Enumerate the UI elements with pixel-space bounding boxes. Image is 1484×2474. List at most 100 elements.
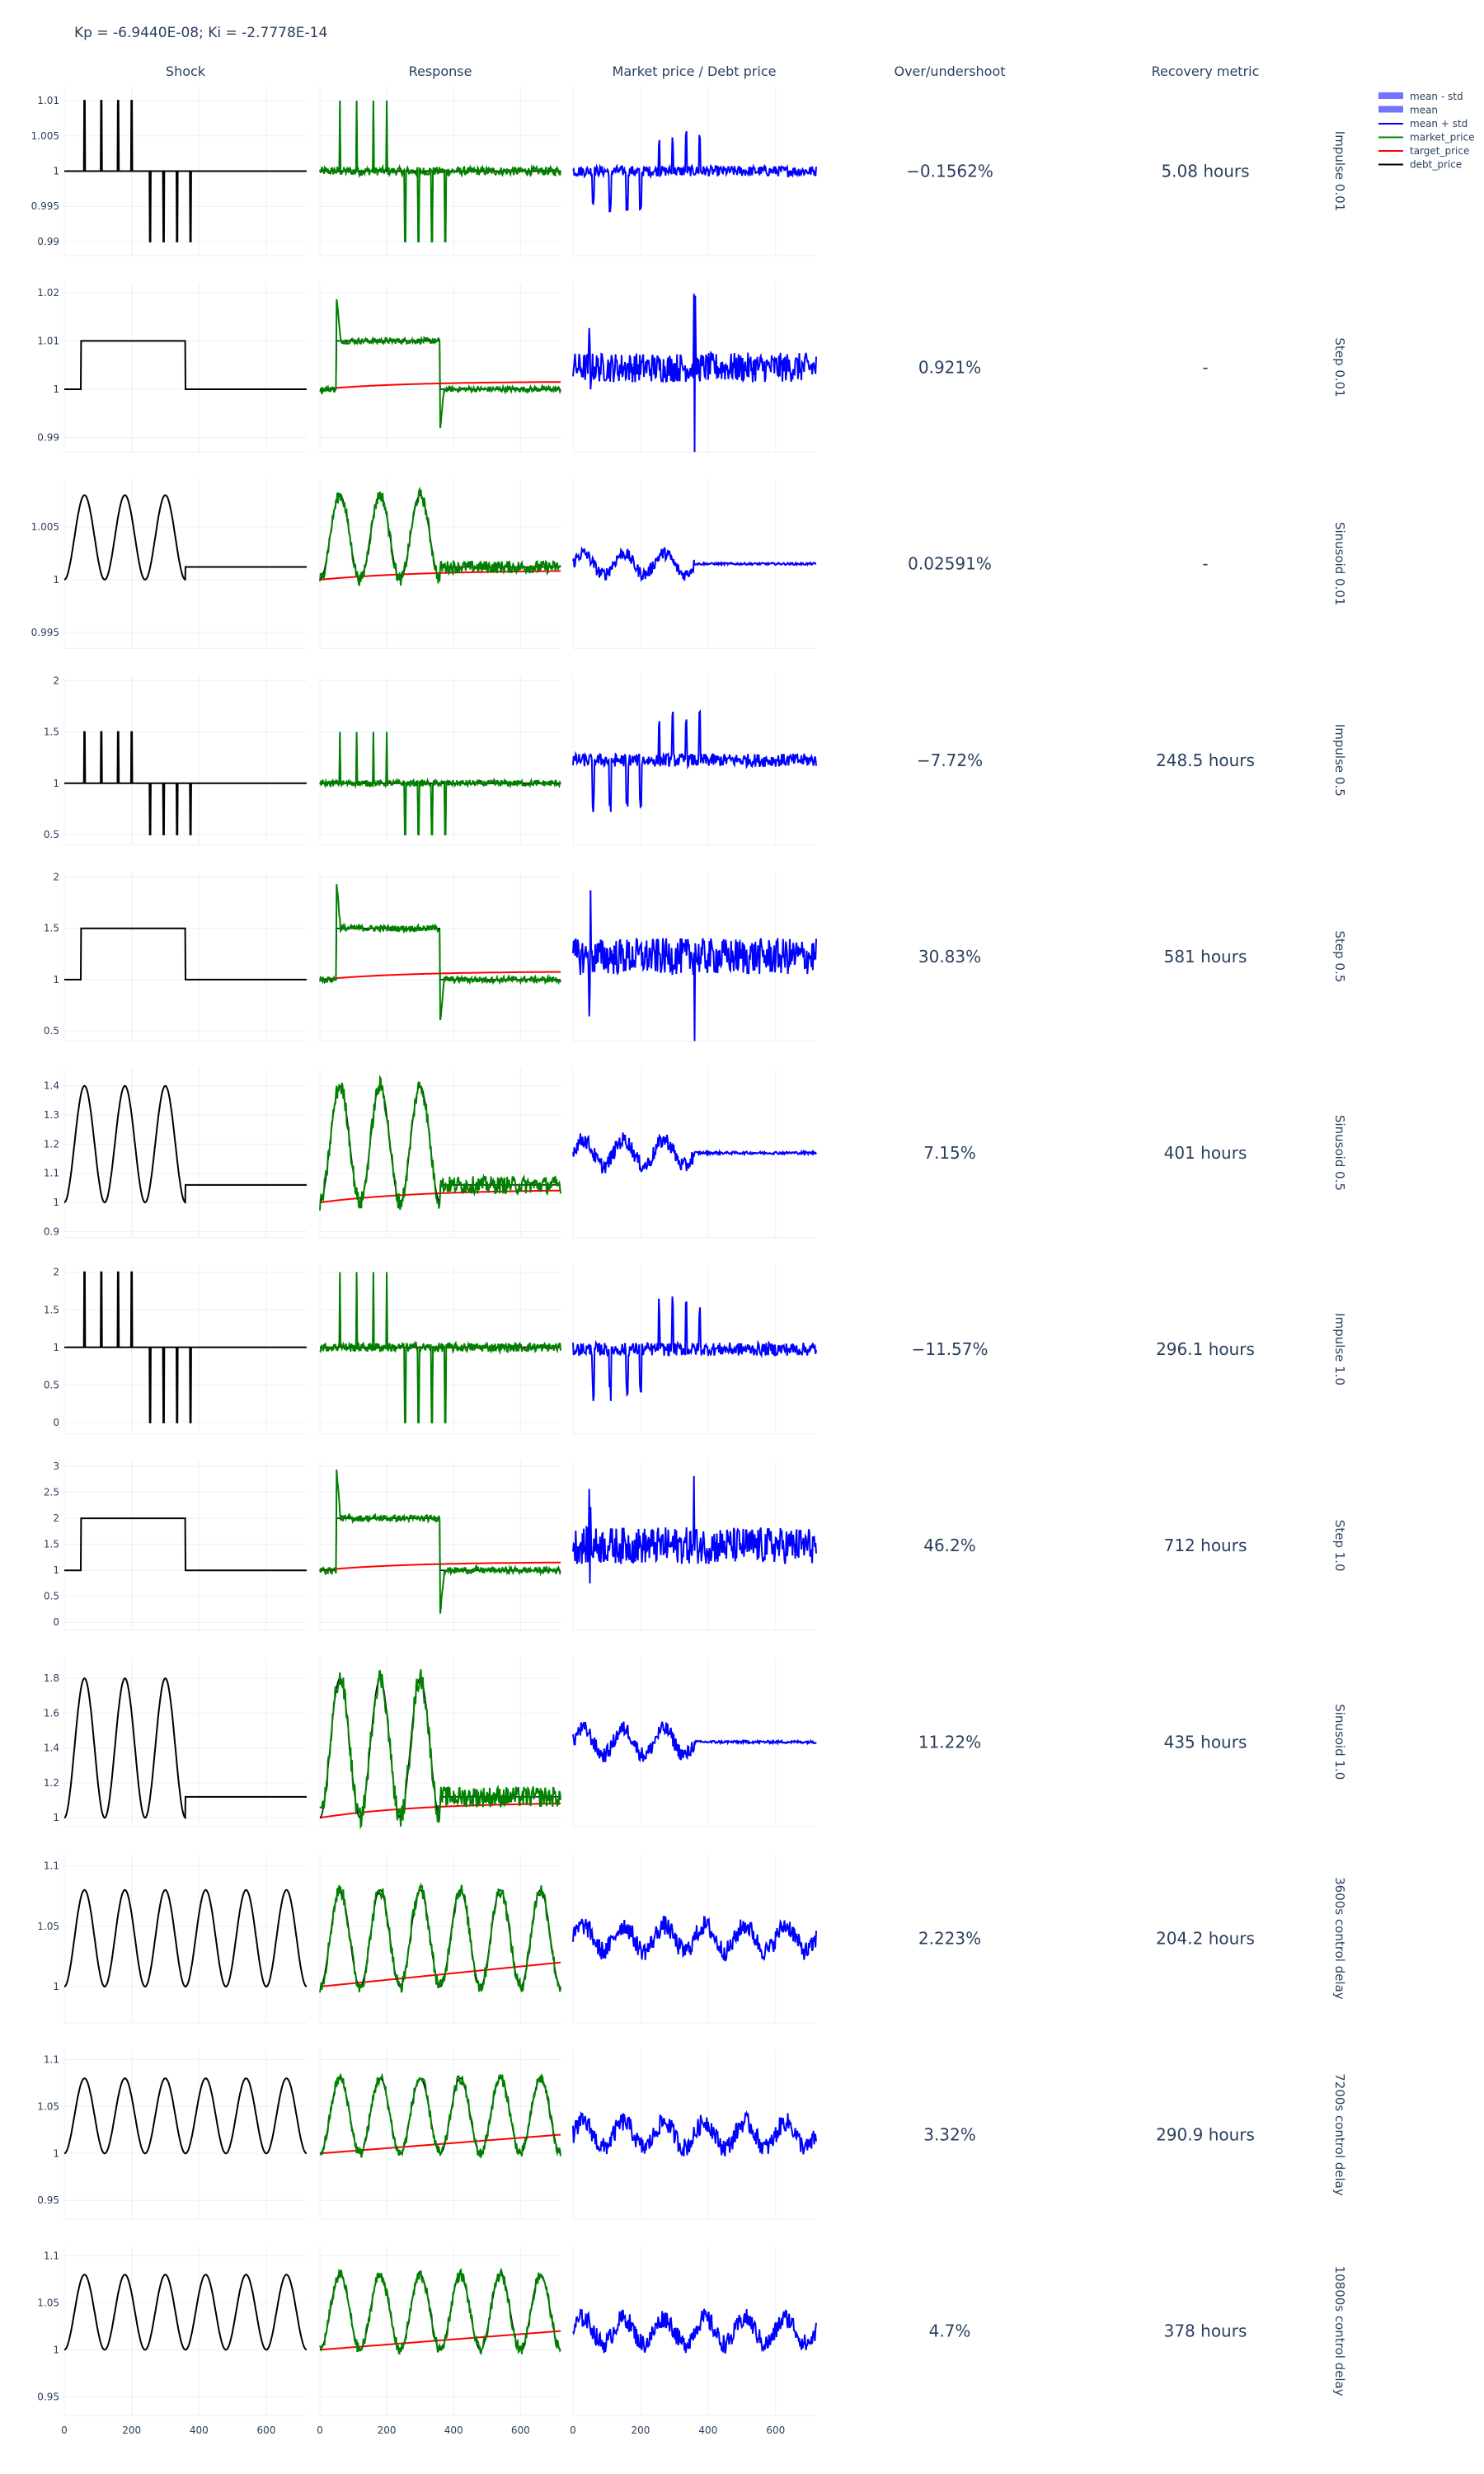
row-label: Step 1.0	[1332, 1520, 1347, 1572]
chart-title: Kp = -6.9440E-08; Ki = -2.7778E-14	[74, 25, 328, 41]
row-label: Sinusoid 0.5	[1332, 1115, 1347, 1191]
y-tick-label: 1.5	[44, 1539, 59, 1550]
series-mean-plus-std	[572, 294, 817, 453]
row-label: Sinusoid 1.0	[1332, 1704, 1347, 1780]
recovery-value: -	[1202, 358, 1208, 378]
subplot-panel	[319, 1853, 561, 2024]
series-mean-plus-std	[572, 708, 817, 812]
y-tick-label: 1	[53, 2147, 59, 2159]
series-market-price	[319, 1272, 561, 1423]
subplot-panel	[572, 2246, 817, 2416]
y-tick-label: 0.5	[44, 829, 59, 840]
subplot-panel	[572, 87, 817, 256]
legend-label: mean - std	[1410, 91, 1463, 102]
series-debt-price-shock	[63, 2274, 308, 2351]
y-tick-label: 1	[53, 2344, 59, 2355]
series-market-price	[319, 884, 561, 1021]
y-tick-label: 1.005	[31, 130, 59, 142]
subplot-panel	[63, 479, 307, 649]
x-tick-label: 400	[444, 2425, 463, 2436]
legend-swatch	[1378, 92, 1403, 99]
row-label: Impulse 0.01	[1332, 131, 1347, 211]
row-label: 7200s control delay	[1332, 2073, 1347, 2196]
y-tick-label: 1	[53, 1197, 59, 1208]
y-tick-label: 1.05	[37, 2297, 59, 2308]
series-market-price	[319, 2267, 561, 2355]
column-header: Market price / Debt price	[613, 63, 777, 79]
legend-label: mean	[1410, 105, 1438, 116]
recovery-value: 581 hours	[1164, 947, 1247, 967]
y-tick-label: 2	[53, 1512, 59, 1524]
subplot-panel	[572, 675, 817, 845]
x-tick-label: 600	[257, 2425, 276, 2436]
overshoot-value: 3.32%	[923, 2125, 976, 2145]
plot-area	[573, 87, 816, 256]
subplot-panel	[572, 1657, 817, 1827]
y-tick-label: 1.5	[44, 1304, 59, 1315]
series-debt-price-shock	[64, 1271, 307, 1423]
y-tick-label: 1.1	[44, 2053, 59, 2065]
y-tick-label: 0.995	[31, 200, 59, 212]
y-tick-label: 2.5	[44, 1487, 59, 1498]
y-tick-label: 1	[53, 166, 59, 177]
y-tick-label: 1.01	[37, 335, 59, 346]
overshoot-value: −7.72%	[917, 750, 983, 770]
recovery-value: 248.5 hours	[1156, 750, 1255, 770]
series-mean-plus-std	[572, 890, 817, 1042]
y-tick-label: 2	[53, 675, 59, 687]
column-header: Recovery metric	[1152, 63, 1260, 79]
recovery-value: 5.08 hours	[1161, 162, 1249, 181]
series-debt-price-shock	[64, 100, 307, 242]
y-tick-label: 0	[53, 1417, 59, 1428]
y-tick-label: 0.99	[37, 236, 59, 247]
y-tick-label: 1.4	[44, 1080, 59, 1092]
subplot-panel	[572, 283, 817, 453]
recovery-value: 204.2 hours	[1156, 1928, 1255, 1948]
y-tick-label: 1.2	[44, 1777, 59, 1789]
y-tick-label: 0	[53, 1616, 59, 1628]
y-tick-label: 0.5	[44, 1025, 59, 1037]
subplot-panel	[319, 872, 561, 1042]
overshoot-value: 30.83%	[918, 947, 981, 967]
x-tick-label: 0	[61, 2425, 68, 2436]
y-tick-label: 1.05	[37, 1921, 59, 1932]
subplot-panel	[63, 2246, 308, 2416]
subplot-panel	[319, 1460, 561, 1631]
y-tick-label: 1	[53, 974, 59, 985]
subplot-panel	[319, 283, 561, 453]
y-tick-label: 0.99	[37, 432, 59, 444]
y-tick-label: 0.95	[37, 2391, 59, 2402]
x-tick-label: 0	[317, 2425, 323, 2436]
y-tick-label: 0.95	[37, 2194, 59, 2206]
series-mean-plus-std	[572, 2307, 817, 2354]
row-label: Sinusoid 0.01	[1332, 522, 1347, 606]
recovery-value: -	[1202, 554, 1208, 574]
legend-label: market_price	[1410, 132, 1474, 143]
subplot-panel	[63, 2050, 308, 2220]
plot-area	[64, 1068, 307, 1238]
y-tick-label: 1.1	[44, 1860, 59, 1872]
y-tick-label: 0.5	[44, 1591, 59, 1602]
series-debt-price-shock	[63, 1084, 307, 1204]
series-market-price	[319, 1669, 561, 1830]
subplot-panel	[319, 479, 561, 649]
legend-label: debt_price	[1410, 159, 1462, 171]
subplot-panel	[63, 1068, 307, 1238]
series-mean-plus-std	[572, 1296, 817, 1402]
overshoot-value: −0.1562%	[906, 162, 993, 181]
recovery-value: 296.1 hours	[1156, 1339, 1255, 1359]
row-label: 10800s control delay	[1332, 2266, 1347, 2396]
x-tick-label: 200	[122, 2425, 141, 2436]
y-tick-label: 1	[53, 383, 59, 395]
subplot-panel	[63, 1264, 307, 1435]
plot-area	[64, 2050, 307, 2219]
subplot-panel	[63, 1853, 308, 2024]
subplot-panel	[572, 1264, 817, 1435]
series-market-price	[319, 101, 561, 242]
recovery-value: 401 hours	[1164, 1143, 1247, 1163]
series-target-price	[319, 2330, 561, 2351]
y-tick-label: 1	[53, 1812, 59, 1823]
overshoot-value: 0.921%	[918, 358, 981, 378]
overshoot-value: 11.22%	[918, 1732, 981, 1752]
y-tick-label: 1.2	[44, 1138, 59, 1150]
